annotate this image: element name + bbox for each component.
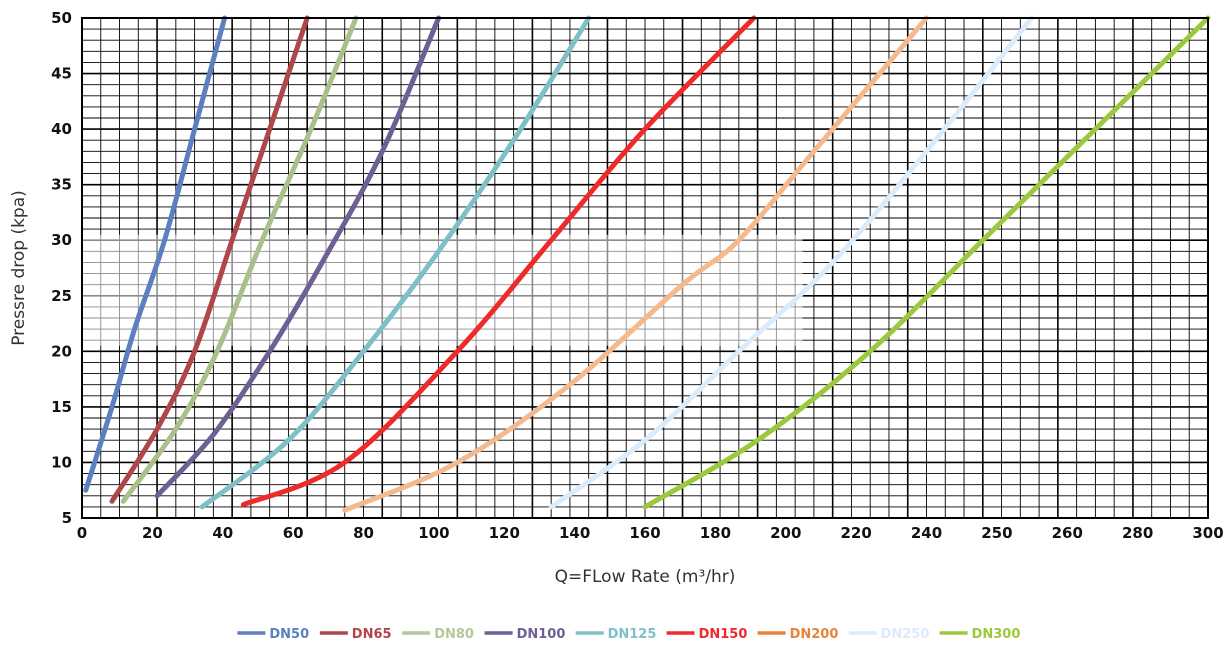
legend-label: DN200 (790, 627, 839, 642)
x-tick-label: 100 (418, 524, 449, 542)
series-line-dn125 (199, 15, 592, 510)
x-tick-label: 260 (1052, 524, 1083, 542)
legend: DN50 DN65 DN80 DN100 DN125 DN150 DN200 DN250 DN3… (237, 627, 1020, 642)
x-tick-label: 300 (1192, 524, 1223, 542)
y-tick-labels: 5 10 15 20 25 30 35 40 45 50 (51, 9, 72, 527)
x-tick-label: 180 (700, 524, 731, 542)
x-tick-label: 160 (629, 524, 660, 542)
legend-label: DN125 (608, 627, 657, 642)
series-line-dn200 (342, 15, 929, 513)
y-tick-label: 30 (51, 231, 72, 249)
legend-item-dn125: DN125 (575, 627, 657, 642)
x-tick-label: 20 (142, 524, 163, 542)
y-tick-label: 15 (51, 398, 72, 416)
legend-label: DN250 (881, 627, 930, 642)
x-tick-label: 40 (212, 524, 233, 542)
series-line-dn150 (240, 15, 757, 508)
series-line-dn50 (83, 15, 228, 493)
x-tick-label: 60 (283, 524, 304, 542)
y-tick-label: 20 (51, 342, 72, 360)
highlight-band (82, 234, 803, 346)
series-line-dn100 (154, 15, 442, 499)
x-tick-label: 220 (840, 524, 871, 542)
x-axis-title: Q=FLow Rate (m³/hr) (555, 567, 736, 587)
y-tick-label: 40 (51, 120, 72, 138)
x-tick-label: 140 (559, 524, 590, 542)
legend-item-dn250: DN250 (848, 627, 930, 642)
y-tick-label: 45 (51, 65, 72, 83)
legend-item-dn50: DN50 (237, 627, 309, 642)
series-line-dn250 (548, 15, 1035, 510)
legend-item-dn300: DN300 (939, 627, 1021, 642)
x-tick-label: 120 (489, 524, 520, 542)
legend-item-dn200: DN200 (757, 627, 839, 642)
legend-label: DN150 (699, 627, 748, 642)
y-axis-title: Pressre drop (kpa) (9, 190, 29, 346)
y-tick-label: 50 (51, 9, 72, 27)
x-tick-labels: 0 20 40 60 80 100 120 140 160 180 200 220 240 250 260 2… (77, 524, 1224, 542)
series-line-dn80 (120, 15, 359, 504)
y-tick-label: 5 (62, 509, 72, 527)
legend-label: DN100 (517, 627, 566, 642)
series-line-dn65 (109, 15, 310, 504)
y-tick-label: 35 (51, 176, 72, 194)
x-tick-label: 0 (77, 524, 87, 542)
y-tick-label: 25 (51, 287, 72, 305)
x-tick-label: 80 (353, 524, 374, 542)
legend-label: DN50 (269, 627, 309, 642)
legend-item-dn150: DN150 (666, 627, 748, 642)
x-tick-label: 240 (911, 524, 942, 542)
series-lines (83, 15, 1211, 513)
legend-label: DN300 (972, 627, 1021, 642)
x-tick-label: 280 (1122, 524, 1153, 542)
series-line-dn300 (642, 15, 1211, 510)
x-tick-label: 250 (981, 524, 1012, 542)
legend-item-dn65: DN65 (319, 627, 392, 642)
x-tick-label: 200 (770, 524, 801, 542)
legend-item-dn100: DN100 (484, 627, 566, 642)
legend-item-dn80: DN80 (402, 627, 474, 642)
plot-frame (81, 17, 1209, 519)
legend-label: DN80 (434, 627, 474, 642)
legend-label: DN65 (352, 627, 392, 642)
y-tick-label: 10 (51, 453, 72, 471)
